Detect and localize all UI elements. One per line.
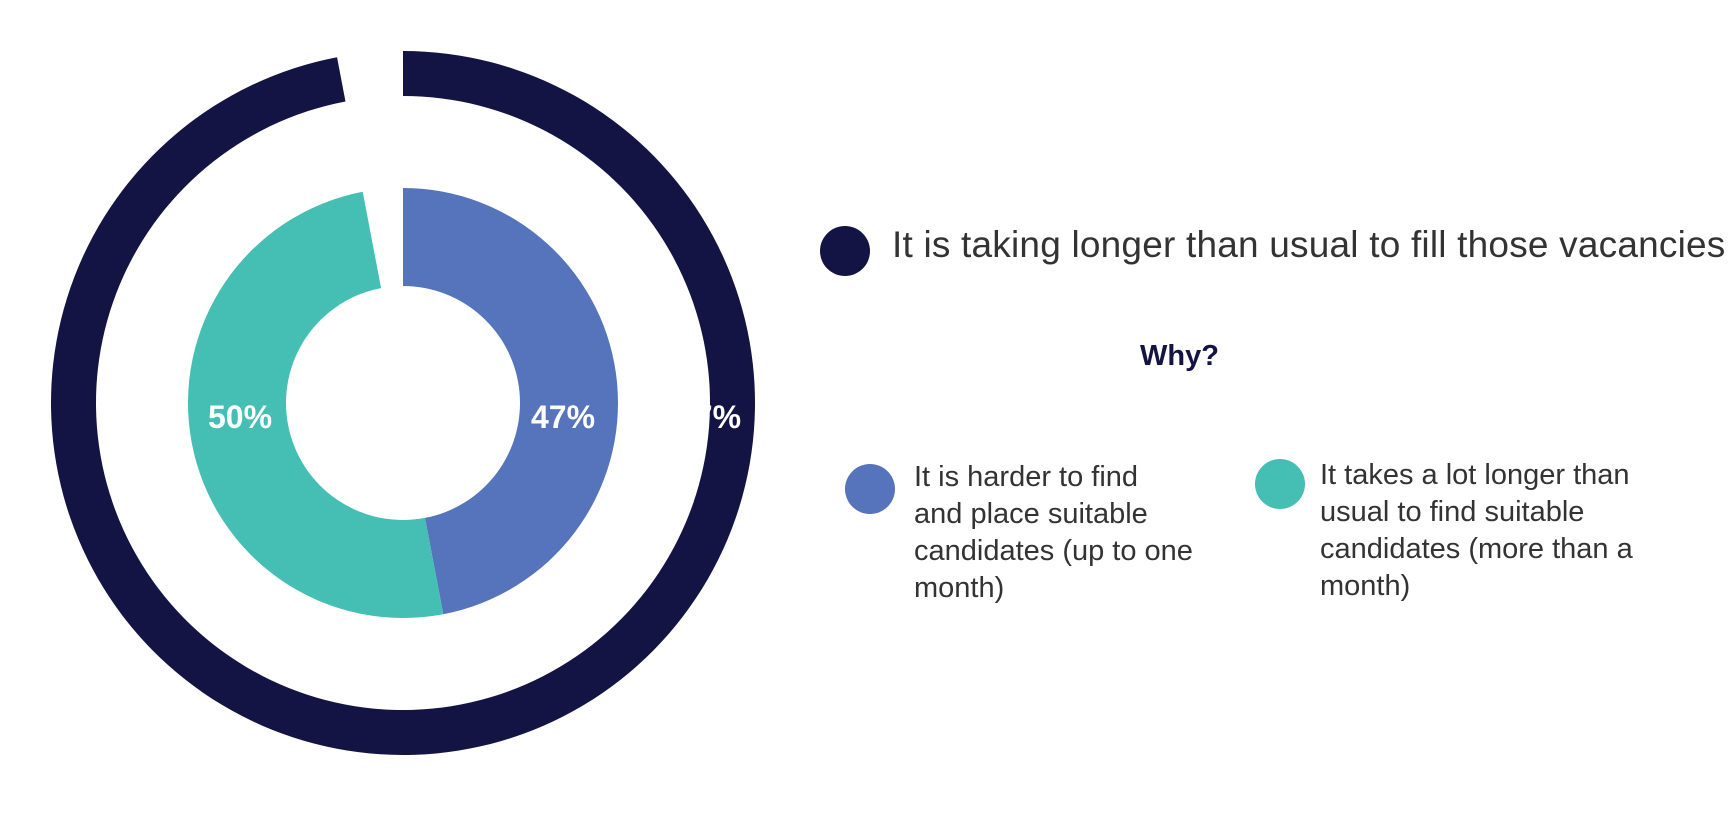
inner-ring [188,188,619,619]
inner-ring-segment-1 [403,188,619,615]
legend-label-inner-1: It is harder to find and place suitable … [914,461,1193,604]
legend-heading-why: Why? [1140,340,1219,372]
outer-value-label: 97% [677,399,741,435]
inner-ring-segment-2 [188,191,444,619]
outer-ring-segment [50,51,755,755]
outer-ring [50,51,755,755]
legend-dot-outer [820,226,870,276]
inner-value-label-1: 47% [531,399,595,435]
legend-label-outer: It is taking longer than usual to fill t… [892,224,1726,265]
data-labels: 97% 47% 50% [208,399,741,435]
legend-dot-inner-1 [845,464,895,514]
inner-value-label-2: 50% [208,399,272,435]
legend-dot-inner-2 [1255,459,1305,509]
legend-label-inner-2: It takes a lot longer than usual to find… [1320,459,1633,602]
